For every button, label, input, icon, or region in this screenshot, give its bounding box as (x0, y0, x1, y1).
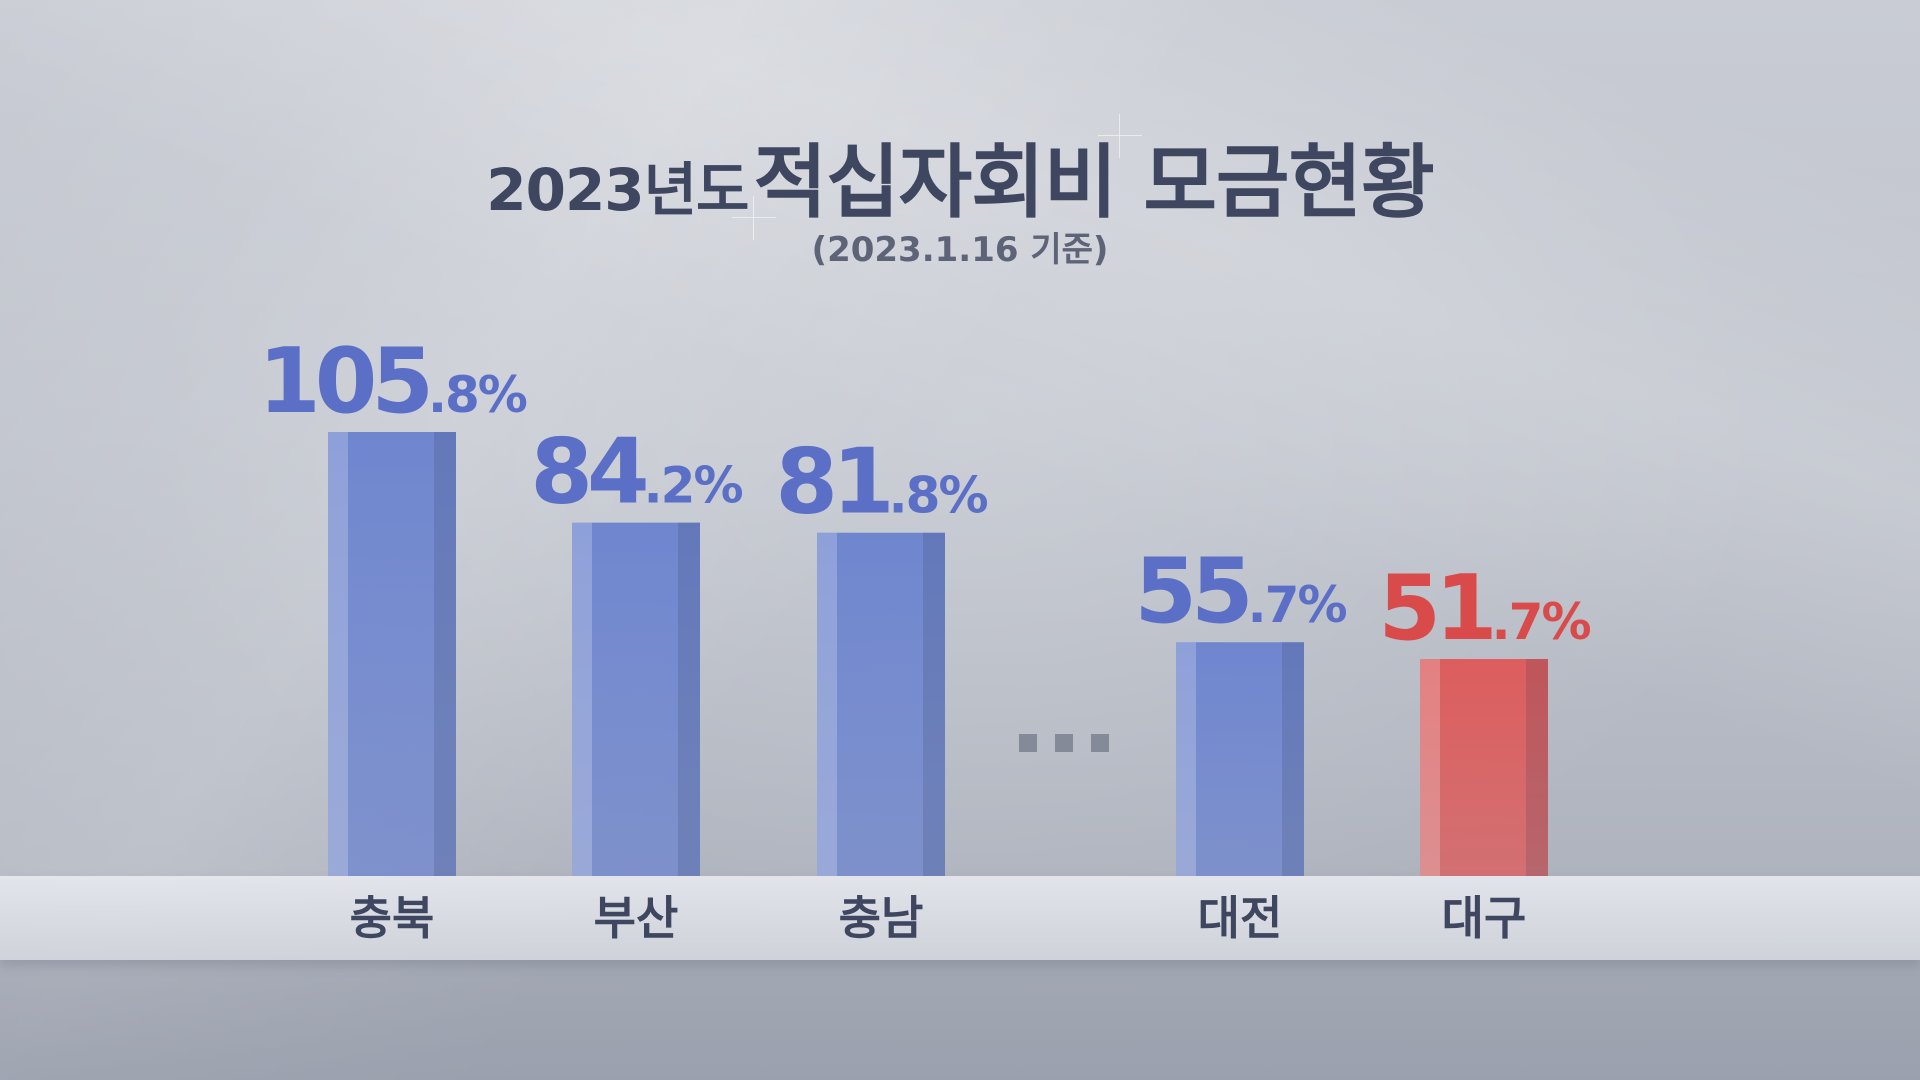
value-label-decimal: .8% (428, 366, 527, 424)
category-label-충남: 충남 (839, 891, 924, 945)
bar-shade (1282, 642, 1304, 876)
category-label-대전: 대전 (1198, 891, 1283, 945)
value-label-integer: 81 (775, 430, 889, 535)
bar-highlight (817, 532, 837, 876)
value-label-충남: 81.8% (775, 430, 987, 535)
value-label-decimal: .7% (1492, 593, 1591, 651)
category-label-부산: 부산 (594, 891, 679, 945)
value-label-integer: 84 (530, 420, 646, 525)
value-label-decimal: .2% (644, 457, 743, 515)
title-main: 적십자회비 모금현황 (753, 136, 1434, 229)
value-label-부산: 84.2% (530, 420, 742, 525)
chart-subtitle: (2023.1.16 기준) (811, 230, 1109, 270)
bar-highlight (1420, 659, 1440, 876)
category-axis-band (0, 876, 1920, 960)
bar-shade (434, 432, 456, 876)
decorative-crosshair (1098, 114, 1142, 158)
bar-부산 (572, 522, 700, 876)
value-label-decimal: .7% (1248, 576, 1347, 634)
value-label-integer: 105 (258, 329, 428, 434)
bar-충북 (328, 432, 456, 876)
value-label-integer: 55 (1134, 539, 1248, 644)
bar-shade (923, 532, 945, 876)
value-label-대전: 55.7% (1134, 539, 1346, 644)
category-label-대구: 대구 (1442, 891, 1527, 945)
ellipsis-dot (1091, 734, 1109, 752)
value-label-integer: 51 (1378, 556, 1492, 661)
ellipsis-dot (1019, 734, 1037, 752)
category-label-충북: 충북 (350, 891, 435, 945)
bar-highlight (572, 522, 592, 876)
ellipsis-dot (1055, 734, 1073, 752)
value-label-대구: 51.7% (1378, 556, 1590, 661)
value-label-충북: 105.8% (258, 329, 527, 434)
bar-highlight (1176, 642, 1196, 876)
title-year: 2023년도 (486, 156, 749, 224)
bar-대전 (1176, 642, 1304, 876)
bar-shade (678, 522, 700, 876)
bar-대구 (1420, 659, 1548, 876)
chart-title: 2023년도 적십자회비 모금현황 (0, 118, 1920, 234)
decorative-crosshair (732, 196, 776, 240)
bar-highlight (328, 432, 348, 876)
bar-shade (1526, 659, 1548, 876)
bar-충남 (817, 532, 945, 876)
value-label-decimal: .8% (889, 467, 988, 525)
